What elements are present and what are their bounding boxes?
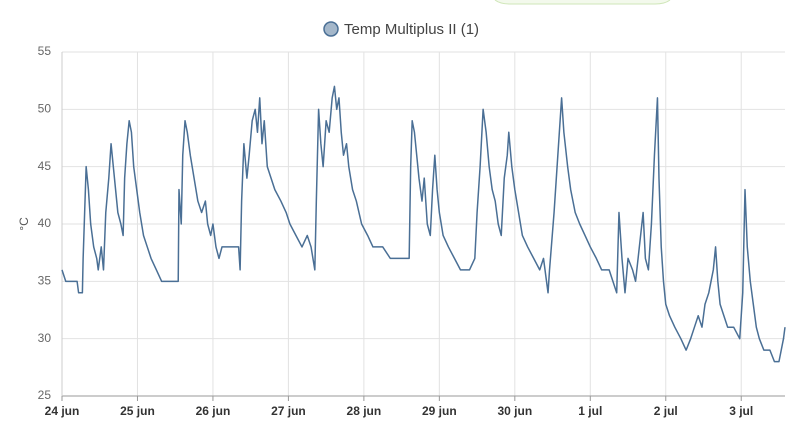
x-tick-label: 24 jun xyxy=(45,404,80,418)
legend-label[interactable]: Temp Multiplus II (1) xyxy=(344,21,479,38)
legend-marker[interactable] xyxy=(323,21,339,37)
legend[interactable]: Temp Multiplus II (1) xyxy=(323,21,479,38)
x-tick-label: 3 jul xyxy=(729,404,753,418)
x-tick-label: 28 jun xyxy=(347,404,382,418)
y-tick-label: 40 xyxy=(38,216,52,230)
y-tick-label: 35 xyxy=(38,274,52,288)
y-tick-label: 45 xyxy=(38,159,52,173)
x-tick-label: 2 jul xyxy=(654,404,678,418)
y-tick-label: 55 xyxy=(38,44,52,58)
x-tick-label: 29 jun xyxy=(422,404,457,418)
y-tick-label: 30 xyxy=(38,331,52,345)
y-axis-label: °C xyxy=(17,217,31,231)
x-tick-label: 30 jun xyxy=(497,404,532,418)
y-tick-label: 25 xyxy=(38,388,52,402)
data-line xyxy=(61,85,786,363)
y-tick-label: 50 xyxy=(38,102,52,116)
x-tick-label: 26 jun xyxy=(196,404,231,418)
x-tick-label: 25 jun xyxy=(120,404,155,418)
x-tick-label: 27 jun xyxy=(271,404,306,418)
toggle-decoration xyxy=(494,0,671,5)
x-tick-label: 1 jul xyxy=(578,404,602,418)
grid xyxy=(61,51,785,397)
